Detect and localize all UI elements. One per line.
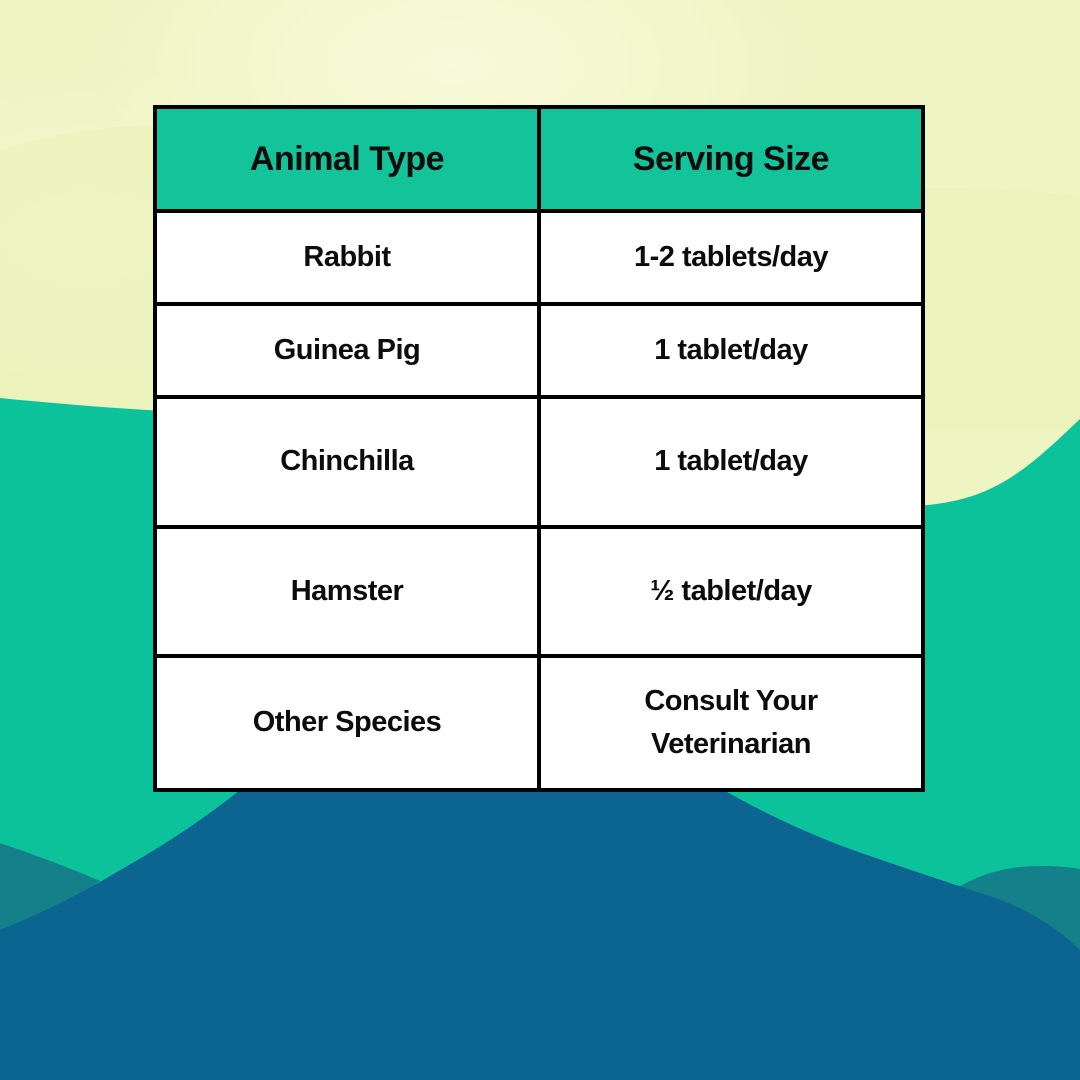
serving-size-cell: ½ tablet/day <box>537 525 925 658</box>
table-row: Hamster ½ tablet/day <box>153 525 925 658</box>
serving-size-cell: Consult Your Veterinarian <box>537 654 925 792</box>
table-row: Chinchilla 1 tablet/day <box>153 395 925 529</box>
table-row: Rabbit 1-2 tablets/day <box>153 209 925 306</box>
blue-hill-shape <box>0 776 1080 1080</box>
animal-type-cell: Chinchilla <box>153 395 541 529</box>
dosage-table-body: Rabbit 1-2 tablets/day Guinea Pig 1 tablet/… <box>153 209 925 792</box>
header-row: Animal Type Serving Size <box>153 105 925 213</box>
dosage-table: Animal Type Serving Size Rabbit 1-2 table… <box>153 105 925 792</box>
serving-size-cell: 1 tablet/day <box>537 395 925 529</box>
animal-type-cell: Rabbit <box>153 209 541 306</box>
serving-size-cell: 1 tablet/day <box>537 302 925 399</box>
serving-size-cell: 1-2 tablets/day <box>537 209 925 306</box>
animal-type-cell: Other Species <box>153 654 541 792</box>
serving-size-header: Serving Size <box>537 105 925 213</box>
dosage-table-header: Animal Type Serving Size <box>153 105 925 213</box>
animal-type-cell: Hamster <box>153 525 541 658</box>
animal-type-cell: Guinea Pig <box>153 302 541 399</box>
table-row: Guinea Pig 1 tablet/day <box>153 302 925 399</box>
table-row: Other Species Consult Your Veterinarian <box>153 654 925 792</box>
animal-type-header: Animal Type <box>153 105 541 213</box>
